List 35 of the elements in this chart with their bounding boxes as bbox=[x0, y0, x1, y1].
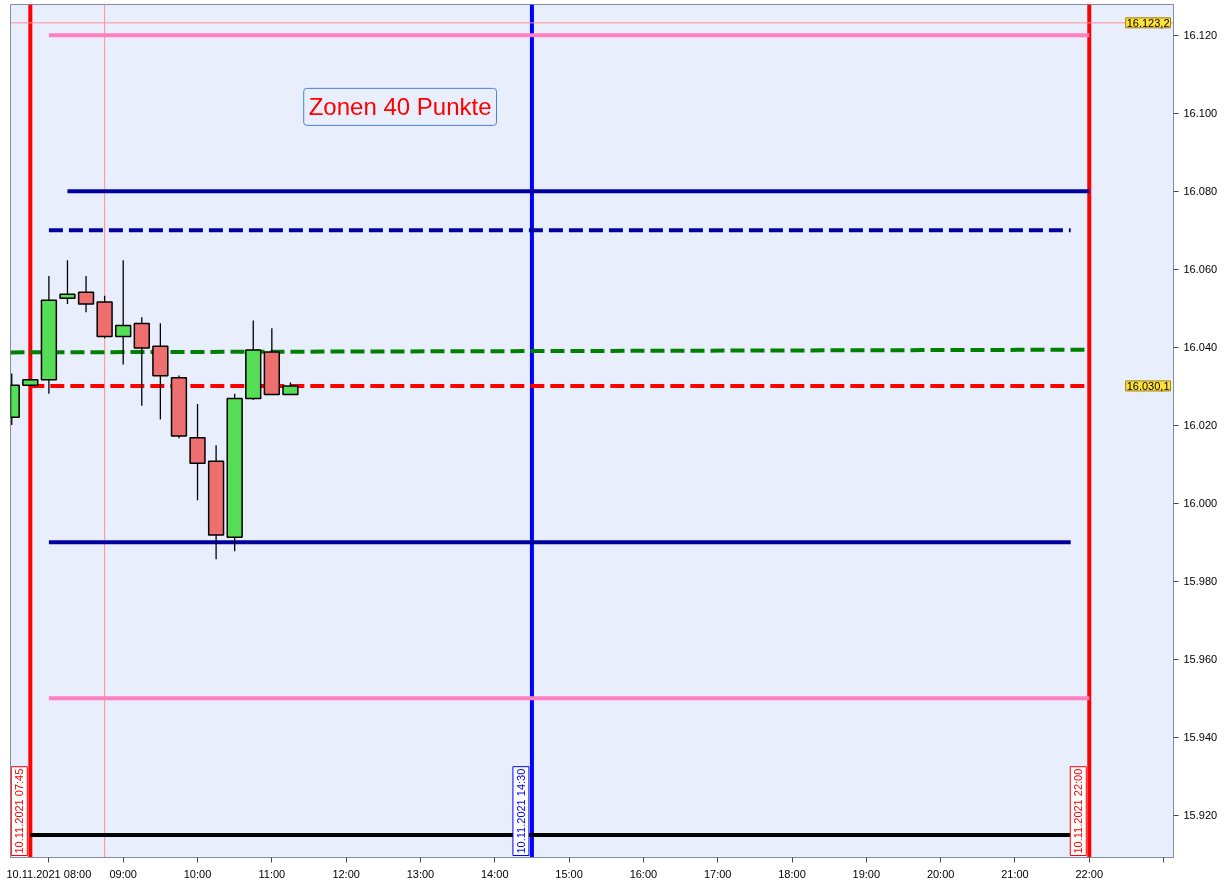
x-tick-label: 10.11.2021 08:00 bbox=[6, 867, 92, 880]
y-tick-label: 16.080 bbox=[1183, 185, 1218, 198]
ref-line-label: 10.11.2021 14:30 bbox=[514, 768, 527, 854]
y-tick-label: 16.000 bbox=[1183, 497, 1218, 510]
x-tick-label: 13:00 bbox=[406, 867, 435, 880]
annotation: 16.030,1 bbox=[1126, 379, 1170, 392]
y-tick-label: 16.040 bbox=[1183, 341, 1218, 354]
y-tick-label: 15.920 bbox=[1183, 809, 1218, 822]
x-tick-label: 17:00 bbox=[703, 867, 732, 880]
annotation: 16.123,2 bbox=[1126, 16, 1170, 29]
x-tick-label: 15:00 bbox=[555, 867, 583, 880]
x-tick-label: 10:00 bbox=[183, 867, 212, 880]
ref-line-label: 10.11.2021 22:00 bbox=[1072, 768, 1085, 854]
x-tick-label: 18:00 bbox=[778, 867, 806, 880]
x-tick-label: 19:00 bbox=[852, 867, 881, 880]
y-tick-label: 16.020 bbox=[1183, 419, 1218, 432]
y-tick-label: 16.100 bbox=[1183, 107, 1218, 120]
candlestick bbox=[77, 275, 95, 313]
x-tick-label: 14:00 bbox=[481, 867, 509, 880]
x-tick-label: 21:00 bbox=[1001, 867, 1029, 880]
x-tick-label: 22:00 bbox=[1075, 867, 1104, 880]
y-tick-label: 15.960 bbox=[1183, 653, 1218, 666]
y-tick-label: 16.120 bbox=[1183, 29, 1218, 42]
x-tick-label: 20:00 bbox=[926, 867, 955, 880]
x-tick-label: 12:00 bbox=[332, 867, 360, 880]
candlestick bbox=[115, 259, 132, 366]
x-tick-label: 09:00 bbox=[109, 867, 137, 880]
ref-line-label: 10.11.2021 07:45 bbox=[13, 768, 26, 854]
y-tick-label: 15.940 bbox=[1183, 731, 1218, 744]
x-tick-label: 16:00 bbox=[629, 867, 658, 880]
candlestick bbox=[59, 259, 76, 305]
annotation: Zonen 40 Punkte bbox=[308, 93, 492, 121]
y-tick-label: 15.980 bbox=[1183, 575, 1218, 588]
x-tick-label: 11:00 bbox=[258, 867, 286, 880]
y-tick-label: 16.060 bbox=[1183, 263, 1218, 276]
